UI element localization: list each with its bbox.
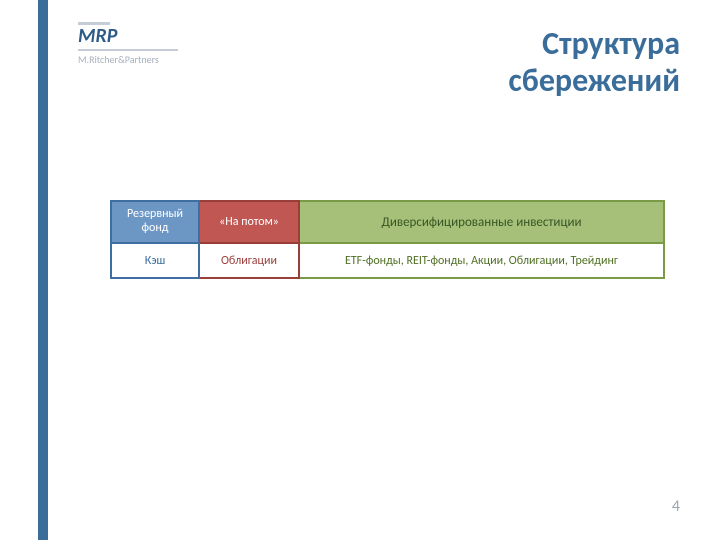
body-reserve-fund: Кэш [110, 244, 200, 279]
table-header-row: Резервный фонд «На потом» Диверсифициров… [110, 200, 665, 244]
body-for-later: Облигации [200, 244, 300, 279]
savings-structure-table: Резервный фонд «На потом» Диверсифициров… [110, 200, 665, 279]
title-line-1: Структура [508, 26, 680, 63]
page-title: Структура сбережений [508, 26, 680, 100]
title-line-2: сбережений [508, 63, 680, 100]
table-body-row: Кэш Облигации ETF-фонды, REIT-фонды, Акц… [110, 244, 665, 279]
header-diversified: Диверсифицированные инвестиции [300, 200, 665, 244]
logo-short: MRP [78, 25, 188, 47]
body-diversified: ETF-фонды, REIT-фонды, Акции, Облигации,… [300, 244, 665, 279]
accent-stripe [38, 0, 48, 540]
logo-rule-bottom [78, 49, 178, 51]
header-for-later: «На потом» [200, 200, 300, 244]
header-reserve-fund: Резервный фонд [110, 200, 200, 244]
page-number: 4 [672, 497, 680, 516]
brand-logo: MRP M.Ritcher&Partners [78, 22, 188, 66]
logo-full: M.Ritcher&Partners [78, 53, 188, 66]
